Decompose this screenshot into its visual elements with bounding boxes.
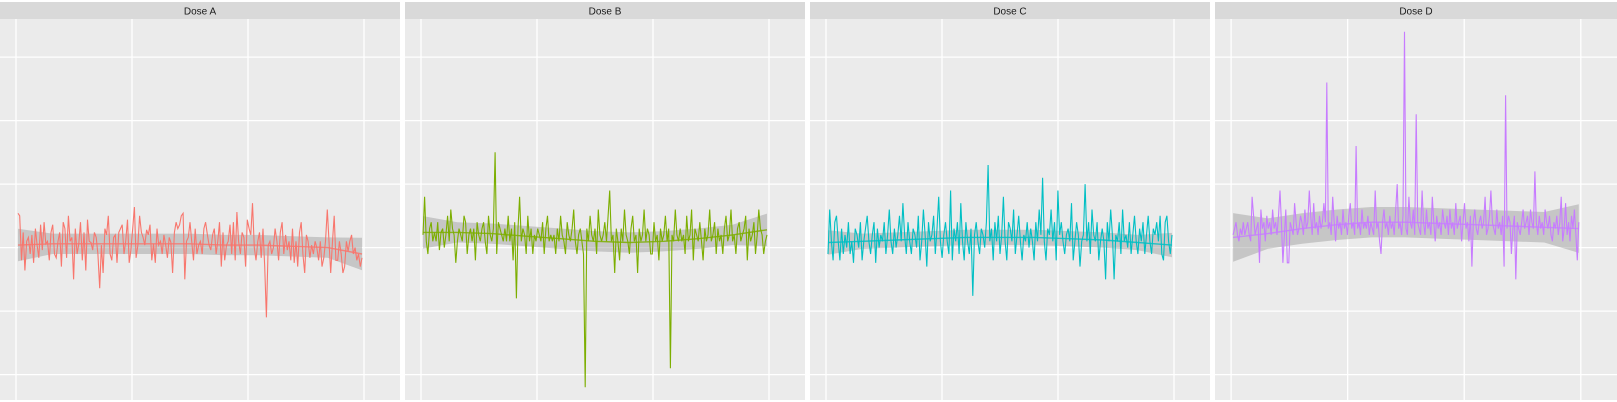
series-line xyxy=(422,152,768,388)
series-line xyxy=(17,203,363,318)
panel-background xyxy=(1215,19,1617,400)
strip-label: Dose D xyxy=(1399,7,1432,18)
panel-background xyxy=(0,19,400,400)
strip-background xyxy=(0,2,400,19)
facet-panel-2: Dose B xyxy=(405,2,805,400)
panel-background xyxy=(810,19,1210,400)
series-line xyxy=(827,164,1173,296)
facet-panel-3: Dose C xyxy=(810,2,1210,400)
smooth-line xyxy=(827,236,1173,246)
strip-background xyxy=(810,2,1210,19)
smooth-line xyxy=(423,229,768,244)
smooth-line xyxy=(1233,221,1579,239)
smooth-line xyxy=(17,243,363,255)
strip-background xyxy=(405,2,805,19)
panel-background xyxy=(405,19,805,400)
facet-panel-1: Dose A xyxy=(0,2,400,400)
strip-label: Dose C xyxy=(993,7,1026,18)
strip-background xyxy=(1215,2,1617,19)
strip-label: Dose B xyxy=(589,7,622,18)
facet-panel-4: Dose D xyxy=(1215,2,1617,400)
strip-label: Dose A xyxy=(184,7,217,18)
